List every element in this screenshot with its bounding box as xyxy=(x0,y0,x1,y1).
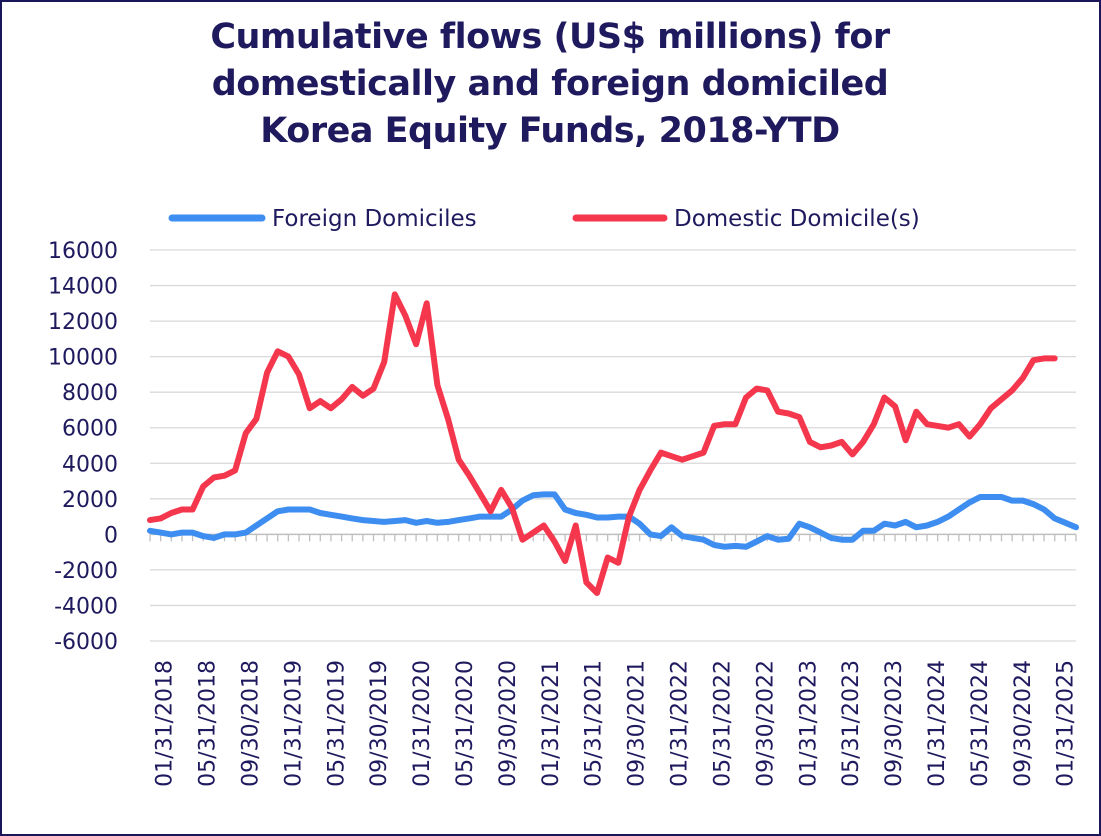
legend-label-domestic-domiciles: Domestic Domicile(s) xyxy=(674,206,920,232)
x-tick-label: 09/30/2024 xyxy=(1011,660,1036,787)
x-tick-label: 01/31/2020 xyxy=(410,660,435,787)
legend: Foreign Domiciles Domestic Domicile(s) xyxy=(168,206,920,232)
x-tick-label: 05/31/2024 xyxy=(968,660,993,787)
x-axis xyxy=(149,533,1077,542)
x-tick-label: 05/31/2018 xyxy=(196,660,221,787)
x-tick-label: 09/30/2019 xyxy=(367,660,392,787)
y-tick-label: 4000 xyxy=(62,452,118,477)
series-line-foreign-domiciles xyxy=(147,491,1079,550)
x-tick-label: 05/31/2019 xyxy=(324,660,349,787)
gridlines xyxy=(150,249,1076,642)
x-tick-label: 01/31/2018 xyxy=(153,660,178,787)
x-tick-label: 09/30/2022 xyxy=(753,660,778,787)
y-tick-label: -6000 xyxy=(54,630,118,655)
x-tick-label: 01/31/2022 xyxy=(668,660,693,787)
x-tick-label: 09/30/2023 xyxy=(882,660,907,787)
x-tick-label: 05/31/2021 xyxy=(582,660,607,787)
chart-title-line-1: Cumulative flows (US$ millions) for xyxy=(210,17,890,57)
y-tick-label: 10000 xyxy=(48,346,118,371)
y-tick-label: 8000 xyxy=(62,381,118,406)
y-tick-label: 14000 xyxy=(48,275,118,300)
x-tick-label: 01/31/2023 xyxy=(796,660,821,787)
chart-title-line-2: domestically and foreign domiciled xyxy=(211,64,889,104)
x-tick-label: 05/31/2023 xyxy=(839,660,864,787)
x-tick-label: 09/30/2020 xyxy=(496,660,521,787)
y-tick-label: -2000 xyxy=(54,559,118,584)
x-tick-label: 09/30/2018 xyxy=(239,660,264,787)
chart-title-line-3: Korea Equity Funds, 2018-YTD xyxy=(260,111,840,151)
x-tick-label: 01/31/2025 xyxy=(1054,660,1079,787)
x-tick-label: 09/30/2021 xyxy=(625,660,650,787)
chart-title: Cumulative flows (US$ millions) for dome… xyxy=(60,14,1040,155)
y-tick-label: 12000 xyxy=(48,310,118,335)
x-tick-label: 01/31/2021 xyxy=(539,660,564,787)
x-tick-label: 01/31/2019 xyxy=(281,660,306,787)
x-axis-ticks: 01/31/2018 05/31/2018 09/30/2018 01/31/2019… xyxy=(153,660,1079,787)
x-tick-label: 05/31/2022 xyxy=(710,660,735,787)
y-tick-label: -4000 xyxy=(54,594,118,619)
series-line-domestic-domiciles xyxy=(147,291,1058,596)
legend-label-foreign-domiciles: Foreign Domiciles xyxy=(272,206,477,232)
y-tick-label: 0 xyxy=(104,523,118,548)
y-tick-label: 2000 xyxy=(62,488,118,513)
y-tick-label: 16000 xyxy=(48,239,118,264)
x-tick-label: 01/31/2024 xyxy=(925,660,950,787)
x-tick-label: 05/31/2020 xyxy=(453,660,478,787)
series-lines xyxy=(147,291,1079,596)
y-axis-ticks: 16000 14000 12000 10000 8000 6000 4000 2000 0 -20… xyxy=(48,239,118,655)
y-tick-label: 6000 xyxy=(62,417,118,442)
